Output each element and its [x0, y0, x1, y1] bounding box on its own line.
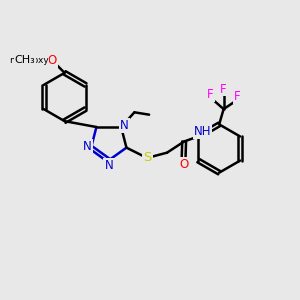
Text: F: F: [234, 90, 241, 103]
Text: methoxy: methoxy: [9, 56, 49, 65]
Text: NH: NH: [194, 125, 211, 138]
Text: F: F: [207, 88, 214, 101]
Text: N: N: [104, 159, 113, 172]
Text: F: F: [220, 82, 227, 95]
Text: CH₃: CH₃: [15, 56, 35, 65]
Text: O: O: [48, 54, 57, 67]
Text: O: O: [179, 158, 188, 171]
Text: S: S: [143, 152, 152, 164]
Text: N: N: [83, 140, 92, 153]
Text: N: N: [120, 119, 129, 132]
